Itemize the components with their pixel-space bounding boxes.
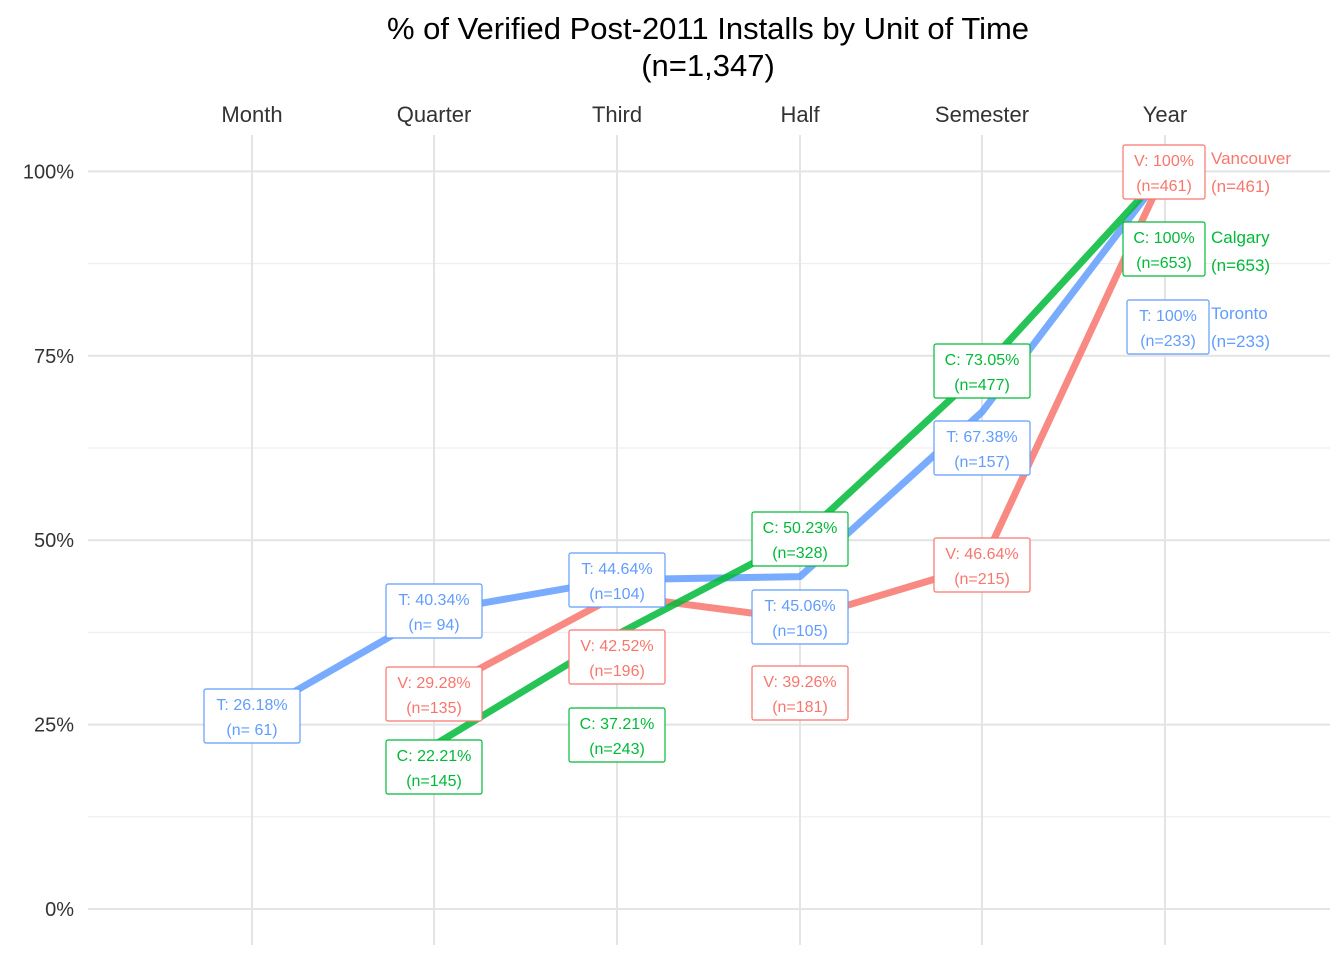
svg-text:T: 67.38%: T: 67.38% bbox=[946, 429, 1017, 446]
svg-text:T: 45.06%: T: 45.06% bbox=[764, 598, 835, 615]
data-labels: V: 29.28% (n=135) V: 42.52% (n=196) V: 39.26… bbox=[203, 144, 1210, 795]
svg-text:V: 100%: V: 100% bbox=[1134, 153, 1194, 170]
data-label-calgary: C: 50.23% (n=328) bbox=[751, 511, 849, 567]
data-label-toronto: T: 45.06% (n=105) bbox=[751, 589, 849, 645]
y-tick-label: 50% bbox=[34, 530, 74, 552]
svg-text:T: 40.34%: T: 40.34% bbox=[398, 592, 469, 609]
x-tick-label: Third bbox=[592, 102, 642, 127]
data-label-calgary: C: 37.21% (n=243) bbox=[568, 707, 666, 763]
x-axis-labels: Month Quarter Third Half Semester Year bbox=[221, 102, 1187, 127]
data-label-toronto: T: 44.64% (n=104) bbox=[568, 552, 666, 608]
data-label-calgary: C: 73.05% (n=477) bbox=[933, 343, 1031, 399]
end-label-count-toronto: (n=233) bbox=[1211, 332, 1270, 351]
svg-text:C: 37.21%: C: 37.21% bbox=[580, 716, 655, 733]
data-label-toronto: T: 40.34% (n= 94) bbox=[385, 583, 483, 639]
x-tick-label: Semester bbox=[935, 102, 1029, 127]
end-labels: Toronto (n=233) Vancouver (n=461) Calgary (n=… bbox=[1211, 149, 1291, 351]
svg-text:C: 100%: C: 100% bbox=[1133, 230, 1194, 247]
svg-text:(n=233): (n=233) bbox=[1140, 333, 1196, 350]
svg-text:(n=215): (n=215) bbox=[954, 571, 1010, 588]
y-tick-label: 75% bbox=[34, 346, 74, 368]
chart-subtitle: (n=1,347) bbox=[641, 48, 775, 83]
svg-text:(n=157): (n=157) bbox=[954, 454, 1010, 471]
svg-text:(n=328): (n=328) bbox=[772, 545, 828, 562]
x-tick-label: Half bbox=[780, 102, 820, 127]
svg-text:(n=243): (n=243) bbox=[589, 741, 645, 758]
svg-text:V: 39.26%: V: 39.26% bbox=[763, 674, 836, 691]
data-label-toronto: T: 100% (n=233) bbox=[1126, 299, 1210, 355]
svg-text:C: 50.23%: C: 50.23% bbox=[763, 520, 838, 537]
svg-text:(n=135): (n=135) bbox=[406, 700, 462, 717]
svg-text:(n=653): (n=653) bbox=[1136, 255, 1192, 272]
data-label-toronto: T: 26.18% (n= 61) bbox=[203, 688, 301, 744]
y-tick-label: 100% bbox=[23, 161, 74, 183]
end-label-calgary: Calgary bbox=[1211, 228, 1270, 247]
svg-text:(n=104): (n=104) bbox=[589, 586, 645, 603]
end-label-count-vancouver: (n=461) bbox=[1211, 177, 1270, 196]
svg-text:V: 42.52%: V: 42.52% bbox=[580, 638, 653, 655]
svg-text:C: 22.21%: C: 22.21% bbox=[397, 748, 472, 765]
data-label-vancouver: V: 46.64% (n=215) bbox=[933, 537, 1031, 593]
chart-title: % of Verified Post-2011 Installs by Unit… bbox=[387, 11, 1029, 46]
data-label-calgary: C: 22.21% (n=145) bbox=[385, 739, 483, 795]
data-label-vancouver: V: 100% (n=461) bbox=[1122, 144, 1206, 200]
data-label-vancouver: V: 42.52% (n=196) bbox=[568, 629, 666, 685]
svg-text:(n=477): (n=477) bbox=[954, 377, 1010, 394]
x-tick-label: Month bbox=[221, 102, 282, 127]
svg-text:V: 29.28%: V: 29.28% bbox=[397, 675, 470, 692]
y-tick-label: 25% bbox=[34, 715, 74, 737]
y-tick-label: 0% bbox=[45, 899, 74, 921]
data-label-vancouver: V: 29.28% (n=135) bbox=[385, 666, 483, 722]
x-tick-label: Year bbox=[1143, 102, 1187, 127]
end-label-vancouver: Vancouver bbox=[1211, 149, 1291, 168]
x-tick-label: Quarter bbox=[397, 102, 472, 127]
data-label-calgary: C: 100% (n=653) bbox=[1122, 221, 1206, 277]
svg-text:T: 100%: T: 100% bbox=[1139, 308, 1197, 325]
data-label-toronto: T: 67.38% (n=157) bbox=[933, 420, 1031, 476]
end-label-count-calgary: (n=653) bbox=[1211, 256, 1270, 275]
svg-text:(n=461): (n=461) bbox=[1136, 178, 1192, 195]
svg-text:(n= 94): (n= 94) bbox=[408, 617, 459, 634]
end-label-toronto: Toronto bbox=[1211, 304, 1268, 323]
svg-text:(n=105): (n=105) bbox=[772, 623, 828, 640]
svg-text:(n=145): (n=145) bbox=[406, 773, 462, 790]
svg-text:(n=181): (n=181) bbox=[772, 699, 828, 716]
svg-text:T: 26.18%: T: 26.18% bbox=[216, 697, 287, 714]
svg-text:V: 46.64%: V: 46.64% bbox=[945, 546, 1018, 563]
svg-text:C: 73.05%: C: 73.05% bbox=[945, 352, 1020, 369]
svg-text:(n= 61): (n= 61) bbox=[226, 722, 277, 739]
svg-text:(n=196): (n=196) bbox=[589, 663, 645, 680]
svg-text:T: 44.64%: T: 44.64% bbox=[581, 561, 652, 578]
data-label-vancouver: V: 39.26% (n=181) bbox=[751, 665, 849, 721]
y-axis-ticks: 0% 25% 50% 75% 100% bbox=[23, 161, 74, 921]
